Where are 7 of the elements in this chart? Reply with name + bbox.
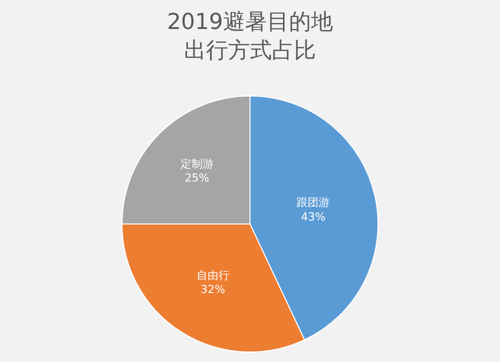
- data-label: 32%: [200, 283, 226, 296]
- slice-label: 跟团游: [296, 196, 330, 210]
- slice-label: 自由行: [196, 268, 230, 282]
- chart-title: 2019避暑目的地出行方式占比: [167, 10, 333, 64]
- slice-label: 定制游: [180, 157, 214, 170]
- data-label: 25%: [184, 172, 210, 185]
- data-label: 43%: [300, 210, 326, 224]
